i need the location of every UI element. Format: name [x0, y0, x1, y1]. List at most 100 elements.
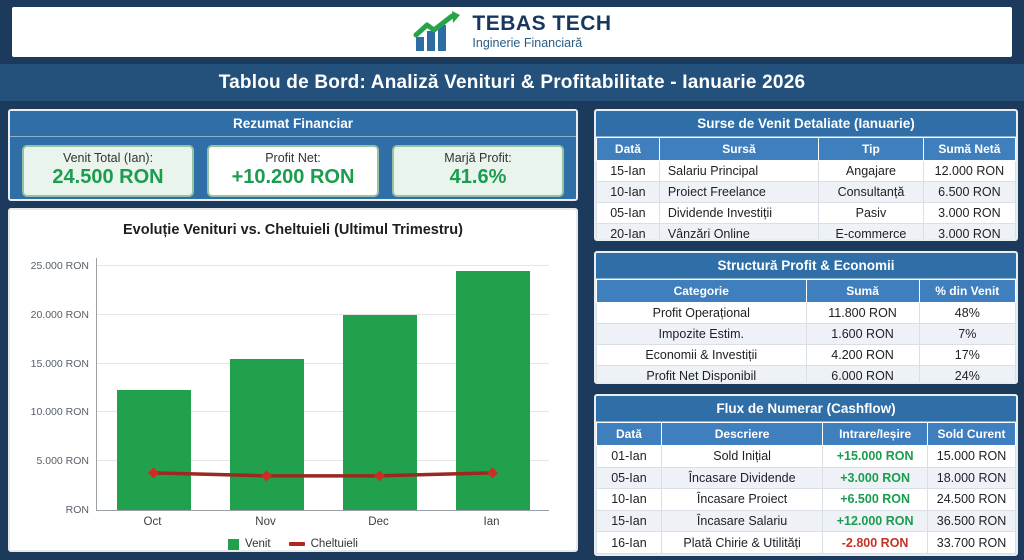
table-cell: Salariu Principal	[658, 160, 820, 182]
table-cell: 3.000 RON	[922, 223, 1016, 239]
column-header: Sumă Netă	[922, 137, 1016, 161]
column-header: Descriere	[660, 422, 824, 446]
header-row: Dată Descriere Intrare/Ieșire Sold Curent	[596, 422, 1016, 446]
card-value: 24.500 RON	[52, 166, 164, 188]
y-axis-tick-label: 15.000 RON	[30, 357, 89, 370]
y-axis-tick-label: 5.000 RON	[36, 455, 89, 468]
table-cell: 01-Ian	[596, 445, 662, 468]
profit-structure-table-title: Structură Profit & Economii	[596, 253, 1016, 279]
table-cell: 10-Ian	[596, 488, 662, 511]
table-cell: +15.000 RON	[822, 445, 928, 468]
line-marker	[374, 470, 385, 482]
gridline	[97, 264, 549, 266]
table-cell: 20-Ian	[596, 223, 660, 239]
table-cell: 15-Ian	[596, 509, 662, 533]
table-row: Profit Net Disponibil 6.000 RON 24%	[596, 365, 1016, 382]
column-header: % din Venit	[918, 279, 1016, 303]
table-row: 15-Ian Salariu Principal Angajare 12.000 RO…	[596, 160, 1016, 182]
table-cell: +3.000 RON	[822, 466, 928, 490]
table-cell: 15-Ian	[596, 160, 660, 182]
x-axis-label: Dec	[368, 516, 389, 528]
summary-panel: Rezumat Financiar Venit Total (Ian): 24.5…	[8, 109, 578, 201]
summary-cards: Venit Total (Ian): 24.500 RON Profit Net: +…	[10, 137, 576, 197]
table-cell: Vânzări Online	[658, 223, 820, 239]
gridline	[97, 460, 549, 462]
table-row: 05-Ian Dividende Investiții Pasiv 3.000 RON	[596, 202, 1016, 224]
table-cell: 33.700 RON	[927, 531, 1016, 554]
chart-title: Evoluție Venituri vs. Cheltuieli (Ultimu…	[122, 222, 463, 238]
table-cell: 15.000 RON	[927, 445, 1016, 468]
table-cell: 6.000 RON	[805, 365, 920, 382]
gridline	[97, 313, 549, 315]
income-sources-table: Surse de Venit Detaliate (Ianuarie) Dată S…	[594, 109, 1018, 241]
x-axis-label: Nov	[255, 516, 276, 528]
table-cell: +6.500 RON	[822, 488, 928, 511]
chart-legend: Venit Cheltuieli	[10, 538, 576, 550]
card-label: Venit Total (Ian):	[62, 151, 154, 165]
table-row: 05-Ian Încasare Dividende +3.000 RON 18.000…	[596, 466, 1016, 490]
table-cell: 7%	[918, 323, 1016, 345]
column-header: Dată	[596, 137, 660, 161]
table-cell: Dividende Investiții	[658, 202, 820, 224]
table-cell: 18.000 RON	[927, 466, 1016, 490]
gridline	[97, 362, 549, 364]
legend-venit-swatch-icon	[228, 538, 240, 550]
card-label: Profit Net:	[265, 151, 321, 165]
y-axis-tick-label: RON	[65, 504, 89, 516]
app-header: TEBAS TECH Inginerie Financiară	[12, 7, 1012, 57]
legend-cheltuieli-label: Cheltuieli	[310, 538, 358, 550]
column-header: Categorie	[596, 279, 807, 303]
line-marker	[148, 467, 159, 479]
table-cell: 05-Ian	[596, 466, 662, 490]
right-column: Surse de Venit Detaliate (Ianuarie) Dată S…	[594, 109, 1018, 556]
legend-venit: Venit	[228, 538, 271, 550]
table-cell: Profit Operațional	[596, 302, 807, 324]
table-cell: E-commerce	[818, 223, 924, 239]
table-row: 16-Ian Plată Chirie & Utilități -2.800 RON…	[596, 531, 1016, 554]
column-header: Sursă	[658, 137, 820, 161]
table-cell: Profit Net Disponibil	[596, 365, 807, 382]
table-cell: +12.000 RON	[822, 509, 928, 533]
column-header: Sumă	[805, 279, 920, 303]
table-row: 20-Ian Vânzări Online E-commerce 3.000 RON	[596, 223, 1016, 239]
card-label: Marjă Profit:	[444, 151, 512, 165]
y-axis-tick-label: 10.000 RON	[30, 406, 89, 419]
cashflow-table: Flux de Numerar (Cashflow) Dată Descriere I…	[594, 394, 1018, 556]
table-cell: Sold Inițial	[660, 445, 824, 468]
table-row: 10-Ian Proiect Freelance Consultanță 6.500 …	[596, 181, 1016, 203]
cheltuieli-line	[148, 467, 498, 482]
legend-venit-label: Venit	[245, 538, 271, 550]
table-cell: Încasare Salariu	[660, 509, 824, 533]
table-cell: 4.200 RON	[805, 344, 920, 366]
venit-bar-nov	[229, 358, 304, 510]
table-cell: 10-Ian	[596, 181, 660, 203]
table-cell: Consultanță	[818, 181, 924, 203]
table-cell: 3.000 RON	[922, 202, 1016, 224]
page-title-banner: Tablou de Bord: Analiză Venituri & Profi…	[0, 64, 1024, 101]
table-cell: 11.800 RON	[805, 302, 920, 324]
table-row: 15-Ian Încasare Salariu +12.000 RON 36.500 …	[596, 509, 1016, 533]
table-cell: Angajare	[818, 160, 924, 182]
table-cell: Proiect Freelance	[658, 181, 820, 203]
table-cell: 36.500 RON	[927, 509, 1016, 533]
brand-name: TEBAS TECH	[472, 12, 612, 36]
table-row: 10-Ian Încasare Proiect +6.500 RON 24.500 R…	[596, 488, 1016, 511]
legend-cheltuieli: Cheltuieli	[288, 538, 358, 550]
table-cell: Plată Chirie & Utilități	[660, 531, 824, 554]
line-marker	[261, 470, 272, 482]
y-axis-tick-label: 25.000 RON	[30, 259, 89, 272]
header-row: Categorie Sumă% din Venit	[596, 279, 1016, 303]
column-header: Sold Curent	[927, 422, 1016, 446]
table-cell: 1.600 RON	[805, 323, 920, 345]
brand-logo: TEBAS TECH Inginerie Financiară	[412, 11, 611, 53]
summary-card-1: Venit Total (Ian): 24.500 RON	[22, 145, 194, 197]
table-cell: Încasare Dividende	[660, 466, 824, 490]
table-cell: Încasare Proiect	[660, 488, 824, 511]
chart-plot-area: RON 5.000 RON 10.000 RON 15.000 RON 20.000 R…	[31, 258, 549, 516]
profit-structure-table: Structură Profit & Economii Categorie Sumă…	[594, 251, 1018, 384]
table-cell: 24.500 RON	[927, 488, 1016, 511]
table-row: Economii & Investiții 4.200 RON 17%	[596, 344, 1016, 366]
x-axis-label: Ian	[483, 516, 500, 528]
chart-x-axis-labels: Oct Nov Dec Ian	[96, 516, 548, 528]
